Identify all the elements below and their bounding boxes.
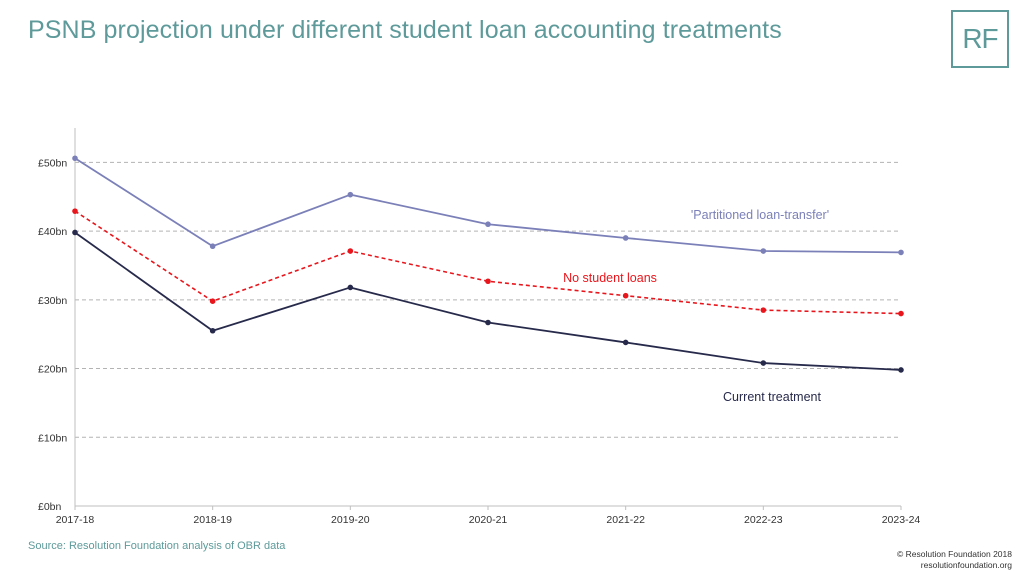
x-tick-label: 2022-23 (744, 514, 783, 526)
data-point-no-student-loans (209, 298, 216, 304)
data-point-no-student-loans (72, 208, 78, 214)
x-tick-label: 2017-18 (56, 514, 95, 526)
y-tick-label: £30bn (38, 295, 67, 307)
series-line-current-treatment (74, 231, 902, 371)
rf-logo: RF (951, 10, 1009, 68)
series-label-no-student-loans: No student loans (563, 271, 657, 285)
data-point-current-treatment (72, 229, 78, 236)
data-point-no-student-loans (485, 278, 491, 285)
series-layer (72, 155, 904, 373)
series-line-partitioned-loan-transfer (74, 157, 902, 254)
website-text: resolutionfoundation.org (920, 560, 1012, 570)
data-point-partitioned-loan-transfer (622, 235, 629, 241)
data-point-current-treatment (622, 339, 629, 346)
x-tick-label: 2021-22 (606, 514, 645, 526)
label-layer: 'Partitioned loan-transfer' No student lo… (563, 208, 829, 404)
x-tick-label: 2023-24 (882, 514, 921, 526)
data-point-partitioned-loan-transfer (347, 191, 354, 198)
data-point-current-treatment (485, 319, 491, 326)
y-tick-label: £10bn (38, 432, 67, 444)
x-tick-label: 2019-20 (331, 514, 370, 526)
y-tick-label: £50bn (38, 157, 67, 169)
source-note: Source: Resolution Foundation analysis o… (28, 540, 286, 552)
data-point-partitioned-loan-transfer (760, 248, 767, 254)
x-tick-label: 2020-21 (469, 514, 508, 526)
page-title: PSNB projection under different student … (28, 16, 782, 44)
series-label-current-treatment: Current treatment (723, 390, 821, 404)
data-point-no-student-loans (898, 310, 904, 317)
axis-layer: £0bn £10bn £20bn £30bn £40bn £50bn 2017-18 2018… (38, 128, 920, 526)
copyright-block: © Resolution Foundation 2018 resolutionf… (897, 549, 1012, 571)
copyright-text: © Resolution Foundation 2018 (897, 549, 1012, 559)
logo-text: RF (962, 23, 998, 54)
y-tick-label: £0bn (38, 501, 62, 513)
data-point-no-student-loans (760, 307, 767, 313)
data-point-partitioned-loan-transfer (72, 155, 78, 162)
x-tick-label: 2018-19 (193, 514, 232, 526)
data-point-partitioned-loan-transfer (485, 221, 491, 228)
data-point-current-treatment (347, 284, 354, 291)
data-point-no-student-loans (622, 292, 629, 299)
data-point-partitioned-loan-transfer (209, 243, 216, 250)
series-label-partitioned-loan-transfer: 'Partitioned loan-transfer' (691, 208, 829, 222)
data-point-current-treatment (209, 327, 216, 334)
grid-layer (75, 161, 901, 438)
data-point-current-treatment (760, 360, 767, 366)
data-point-partitioned-loan-transfer (898, 249, 904, 256)
y-tick-label: £20bn (38, 364, 67, 376)
data-point-no-student-loans (347, 248, 354, 254)
data-point-current-treatment (898, 367, 904, 373)
y-tick-label: £40bn (38, 226, 67, 238)
